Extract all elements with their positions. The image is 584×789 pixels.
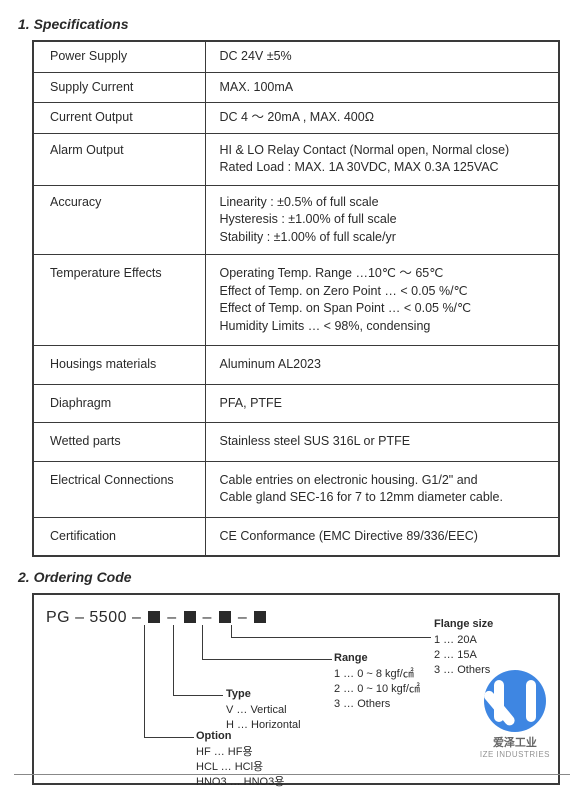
spec-label: Wetted parts <box>33 423 205 462</box>
spec-row: Temperature EffectsOperating Temp. Range… <box>33 255 559 346</box>
legend-range-title: Range <box>334 651 420 666</box>
spec-label: Current Output <box>33 103 205 134</box>
spec-label: Temperature Effects <box>33 255 205 346</box>
spec-row: DiaphragmPFA, PTFE <box>33 384 559 423</box>
legend-option-line: HF … HF용 <box>196 745 284 760</box>
specifications-table: Power SupplyDC 24V ±5%Supply CurrentMAX.… <box>32 40 560 557</box>
spec-row: Wetted partsStainless steel SUS 316L or … <box>33 423 559 462</box>
logo-n-icon <box>494 680 536 722</box>
spec-row: Current OutputDC 4 ～ 20mA , MAX. 400Ω <box>33 103 559 134</box>
section-title-ordering: 2. Ordering Code <box>18 569 570 585</box>
watermark-logo: 爱泽工业 IZE INDUSTRIES <box>480 670 550 759</box>
legend-range: Range 1 … 0 ~ 8 kgf/㎠ 2 … 0 ~ 10 kgf/㎠ 3… <box>334 651 420 711</box>
dash: – <box>203 609 217 626</box>
spec-value: HI & LO Relay Contact (Normal open, Norm… <box>205 133 559 185</box>
hline-range <box>202 659 332 660</box>
spec-row: Housings materialsAluminum AL2023 <box>33 346 559 385</box>
spec-row: AccuracyLinearity : ±0.5% of full scale … <box>33 185 559 255</box>
hline-option <box>144 737 194 738</box>
spec-row: CertificationCE Conformance (EMC Directi… <box>33 517 559 556</box>
spec-row: Supply CurrentMAX. 100mA <box>33 72 559 103</box>
code-box-type <box>184 611 196 623</box>
leader-type <box>173 625 174 695</box>
spec-value: Aluminum AL2023 <box>205 346 559 385</box>
footer-divider <box>14 774 570 775</box>
legend-type-line: V … Vertical <box>226 703 301 718</box>
spec-row: Alarm OutputHI & LO Relay Contact (Norma… <box>33 133 559 185</box>
model-prefix: PG – 5500 – <box>46 609 141 626</box>
legend-option-title: Option <box>196 729 284 744</box>
legend-option: Option HF … HF용 HCL … HCl용 HNO3 … HNO3용 <box>196 729 284 789</box>
legend-flange-title: Flange size <box>434 617 493 632</box>
spec-label: Alarm Output <box>33 133 205 185</box>
spec-label: Accuracy <box>33 185 205 255</box>
legend-flange: Flange size 1 … 20A 2 … 15A 3 … Others <box>434 617 493 677</box>
dash: – <box>167 609 181 626</box>
spec-value: Cable entries on electronic housing. G1/… <box>205 461 559 517</box>
hline-type <box>173 695 223 696</box>
watermark-text-en: IZE INDUSTRIES <box>480 750 550 759</box>
spec-value: DC 4 ～ 20mA , MAX. 400Ω <box>205 103 559 134</box>
legend-type-title: Type <box>226 687 301 702</box>
spec-value: Stainless steel SUS 316L or PTFE <box>205 423 559 462</box>
legend-range-line: 2 … 0 ~ 10 kgf/㎠ <box>334 682 420 697</box>
spec-value: Operating Temp. Range …10℃ ～ 65℃ Effect … <box>205 255 559 346</box>
logo-circle <box>484 670 546 732</box>
ordering-model-string: PG – 5500 – – – – <box>46 609 268 627</box>
spec-value: DC 24V ±5% <box>205 41 559 72</box>
legend-range-line: 1 … 0 ~ 8 kgf/㎠ <box>334 667 420 682</box>
legend-option-line: HCL … HCl용 <box>196 760 284 775</box>
spec-value: PFA, PTFE <box>205 384 559 423</box>
hline-flange <box>231 637 431 638</box>
spec-label: Power Supply <box>33 41 205 72</box>
leader-range <box>202 625 203 659</box>
spec-value: Linearity : ±0.5% of full scale Hysteres… <box>205 185 559 255</box>
spec-value: MAX. 100mA <box>205 72 559 103</box>
code-box-option <box>148 611 160 623</box>
dash: – <box>238 609 252 626</box>
legend-type: Type V … Vertical H … Horizontal <box>226 687 301 733</box>
section-title-specs: 1. Specifications <box>18 16 570 32</box>
code-box-range <box>219 611 231 623</box>
legend-option-line: HNO3 … HNO3용 <box>196 775 284 789</box>
legend-range-line: 3 … Others <box>334 697 420 712</box>
spec-label: Supply Current <box>33 72 205 103</box>
leader-option <box>144 625 145 737</box>
spec-label: Housings materials <box>33 346 205 385</box>
spec-label: Certification <box>33 517 205 556</box>
spec-label: Electrical Connections <box>33 461 205 517</box>
spec-row: Power SupplyDC 24V ±5% <box>33 41 559 72</box>
spec-label: Diaphragm <box>33 384 205 423</box>
watermark-text-cn: 爱泽工业 <box>480 734 550 750</box>
spec-value: CE Conformance (EMC Directive 89/336/EEC… <box>205 517 559 556</box>
legend-flange-line: 1 … 20A <box>434 633 493 648</box>
leader-flange <box>231 625 232 637</box>
spec-row: Electrical ConnectionsCable entries on e… <box>33 461 559 517</box>
legend-flange-line: 2 … 15A <box>434 648 493 663</box>
code-box-flange <box>254 611 266 623</box>
